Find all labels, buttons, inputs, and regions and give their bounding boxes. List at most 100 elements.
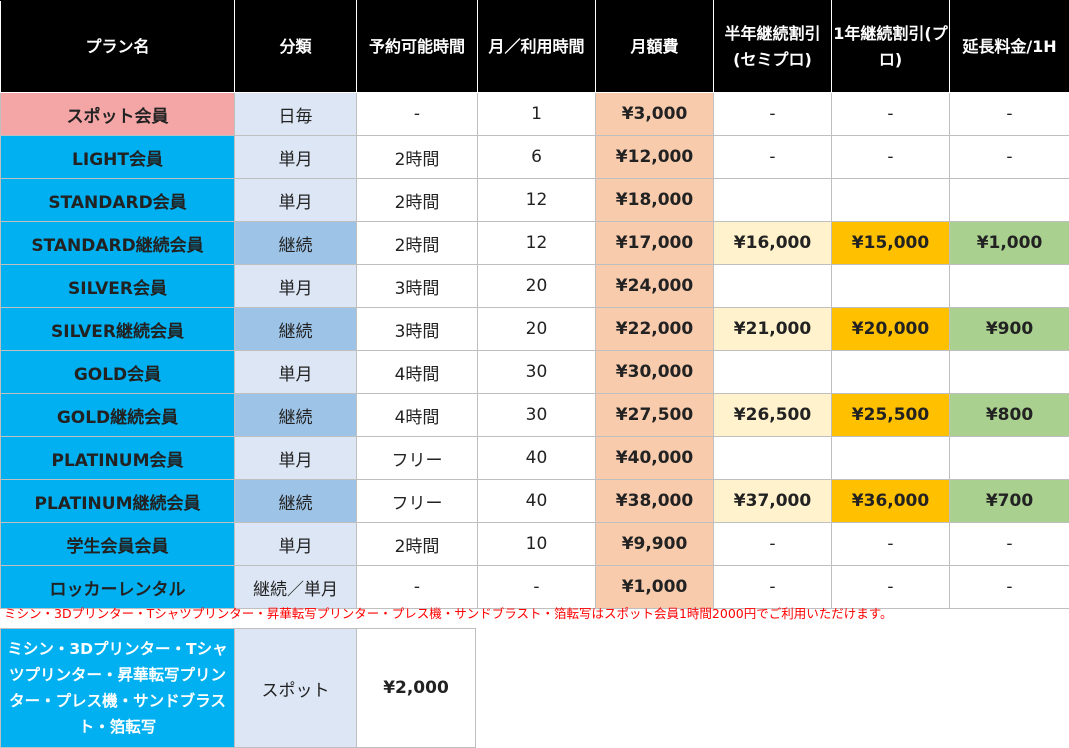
header-half-year-discount: 半年継続割引(セミプロ) xyxy=(713,0,832,93)
table-row: スポット会員 日毎 -1 ¥3,000- - - xyxy=(0,92,1069,136)
cell-plan: PLATINUM会員 xyxy=(0,436,235,480)
cell-category: 単月 xyxy=(234,436,357,480)
cell-pro: ¥36,000 xyxy=(831,479,950,523)
cell-plan: SILVER継続会員 xyxy=(0,307,235,351)
cell-hours: 3時間 xyxy=(356,264,478,308)
cell-plan: ロッカーレンタル xyxy=(0,565,235,609)
table-row: PLATINUM会員 単月 フリー 40 ¥40,000 xyxy=(0,436,1069,480)
cell-category: 継続 xyxy=(234,221,357,265)
cell-pro: - xyxy=(831,92,950,136)
cell-ext: - xyxy=(949,565,1069,609)
header-category: 分類 xyxy=(234,0,357,93)
pricing-table: プラン名 分類 予約可能時間 月／利用時間 月額費 半年継続割引(セミプロ) 1… xyxy=(0,0,1069,609)
cell-category: 継続 xyxy=(234,479,357,523)
cell-hours: フリー xyxy=(356,436,478,480)
cell-semi: - xyxy=(713,92,832,136)
header-monthly-fee: 月額費 xyxy=(595,0,714,93)
cell-monthly: ¥27,500 xyxy=(595,393,714,437)
cell-pro: - xyxy=(831,522,950,566)
cell-usage: 12 xyxy=(477,221,596,265)
cell-plan: LIGHT会員 xyxy=(0,135,235,179)
cell-category: 単月 xyxy=(234,350,357,394)
header-one-year-discount: 1年継続割引(プロ) xyxy=(831,0,950,93)
cell-semi: ¥21,000 xyxy=(713,307,832,351)
cell-monthly: ¥24,000 xyxy=(595,264,714,308)
cell-plan: GOLD継続会員 xyxy=(0,393,235,437)
cell-pro: ¥15,000 xyxy=(831,221,950,265)
cell-category: 単月 xyxy=(234,178,357,222)
cell-monthly: ¥30,000 xyxy=(595,350,714,394)
cell-ext: ¥1,000 xyxy=(949,221,1069,265)
cell-hours: フリー xyxy=(356,479,478,523)
cell-semi xyxy=(713,350,832,394)
cell-pro: ¥20,000 xyxy=(831,307,950,351)
cell-usage: 20 xyxy=(477,264,596,308)
cell-hours: - xyxy=(356,92,478,136)
table-row: ロッカーレンタル 継続／単月 - - ¥1,000- - - xyxy=(0,565,1069,609)
table-row: LIGHT会員 単月 2時間 6 ¥12,000- - - xyxy=(0,135,1069,179)
cell-plan: PLATINUM継続会員 xyxy=(0,479,235,523)
cell-semi: - xyxy=(713,522,832,566)
cell-pro xyxy=(831,436,950,480)
cell-monthly: ¥22,000 xyxy=(595,307,714,351)
cell-hours: 4時間 xyxy=(356,393,478,437)
header-extension-fee: 延長料金/1H xyxy=(949,0,1069,93)
table-row: 学生会員会員 単月 2時間 10 ¥9,900- - - xyxy=(0,522,1069,566)
cell-monthly: ¥9,900 xyxy=(595,522,714,566)
cell-usage: 1 xyxy=(477,92,596,136)
cell-category: 日毎 xyxy=(234,92,357,136)
cell-monthly: ¥40,000 xyxy=(595,436,714,480)
cell-ext: ¥800 xyxy=(949,393,1069,437)
cell-pro xyxy=(831,264,950,308)
cell-semi xyxy=(713,178,832,222)
table-row: GOLD会員 単月 4時間 30 ¥30,000 xyxy=(0,350,1069,394)
table-row: STANDARD会員 単月 2時間 12 ¥18,000 xyxy=(0,178,1069,222)
table-row: STANDARD継続会員 継続 2時間 12 ¥17,000 ¥16,000 ¥15,000… xyxy=(0,221,1069,265)
spot-equipment-price: ¥2,000 xyxy=(356,628,476,748)
note-text: ミシン・3Dプリンター・Tシャツプリンター・昇華転写プリンター・プレス機・サンド… xyxy=(4,606,893,621)
cell-hours: 2時間 xyxy=(356,178,478,222)
cell-monthly: ¥18,000 xyxy=(595,178,714,222)
cell-semi: ¥37,000 xyxy=(713,479,832,523)
cell-pro: - xyxy=(831,565,950,609)
header-bookable-hours: 予約可能時間 xyxy=(356,0,478,93)
cell-category: 単月 xyxy=(234,135,357,179)
cell-usage: 6 xyxy=(477,135,596,179)
cell-pro xyxy=(831,350,950,394)
cell-ext xyxy=(949,350,1069,394)
table-row: SILVER会員 単月 3時間 20 ¥24,000 xyxy=(0,264,1069,308)
cell-hours: 2時間 xyxy=(356,135,478,179)
cell-usage: 40 xyxy=(477,436,596,480)
cell-plan: GOLD会員 xyxy=(0,350,235,394)
cell-semi xyxy=(713,264,832,308)
cell-ext: ¥900 xyxy=(949,307,1069,351)
cell-usage: 12 xyxy=(477,178,596,222)
cell-usage: 40 xyxy=(477,479,596,523)
cell-hours: 2時間 xyxy=(356,221,478,265)
spot-equipment-name: ミシン・3Dプリンター・Tシャツプリンター・昇華転写プリンター・プレス機・サンド… xyxy=(0,628,235,748)
header-row: プラン名 分類 予約可能時間 月／利用時間 月額費 半年継続割引(セミプロ) 1… xyxy=(0,0,1069,93)
cell-semi: - xyxy=(713,565,832,609)
cell-ext xyxy=(949,178,1069,222)
cell-monthly: ¥1,000 xyxy=(595,565,714,609)
cell-semi: ¥26,500 xyxy=(713,393,832,437)
cell-plan: SILVER会員 xyxy=(0,264,235,308)
cell-ext xyxy=(949,264,1069,308)
cell-plan: スポット会員 xyxy=(0,92,235,136)
cell-ext: - xyxy=(949,522,1069,566)
cell-semi xyxy=(713,436,832,480)
cell-ext xyxy=(949,436,1069,480)
cell-category: 継続 xyxy=(234,307,357,351)
cell-monthly: ¥38,000 xyxy=(595,479,714,523)
cell-hours: 2時間 xyxy=(356,522,478,566)
header-plan-name: プラン名 xyxy=(0,0,235,93)
cell-hours: 4時間 xyxy=(356,350,478,394)
cell-monthly: ¥12,000 xyxy=(595,135,714,179)
pricing-table-body: スポット会員 日毎 -1 ¥3,000- - - LIGHT会員 単月 2時間 6 ¥12,000-… xyxy=(0,92,1069,609)
table-row: PLATINUM継続会員 継続 フリー 40 ¥38,000 ¥37,000 ¥36,000… xyxy=(0,479,1069,523)
cell-semi: - xyxy=(713,135,832,179)
cell-monthly: ¥17,000 xyxy=(595,221,714,265)
cell-plan: STANDARD会員 xyxy=(0,178,235,222)
cell-category: 単月 xyxy=(234,264,357,308)
cell-ext: ¥700 xyxy=(949,479,1069,523)
